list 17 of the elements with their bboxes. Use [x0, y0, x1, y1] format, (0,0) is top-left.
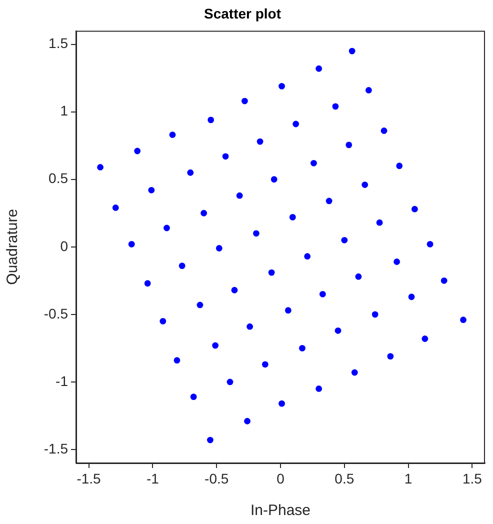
y-tick-label: 0 — [60, 238, 68, 254]
y-tick-label: 1.5 — [48, 35, 68, 52]
y-tick-label: -0.5 — [44, 305, 68, 322]
x-tick-label: -1.5 — [76, 470, 102, 486]
x-tick-label: 0.5 — [334, 470, 354, 486]
x-tick-label: 0 — [276, 470, 285, 486]
chart-title: Scatter plot — [204, 5, 282, 22]
x-tick-label: -1 — [146, 470, 160, 486]
x-tick-label: 1.5 — [462, 470, 482, 486]
y-tick-label: 0.5 — [48, 170, 68, 186]
y-axis-title: Quadrature — [4, 208, 22, 285]
y-tick-label: 1 — [60, 102, 68, 119]
y-tick-label: -1.5 — [44, 440, 68, 456]
y-tick-label: -1 — [56, 372, 68, 389]
x-tick-label: -0.5 — [204, 470, 229, 486]
x-tick-label: 1 — [404, 470, 412, 486]
x-axis-title: In-Phase — [250, 502, 311, 520]
